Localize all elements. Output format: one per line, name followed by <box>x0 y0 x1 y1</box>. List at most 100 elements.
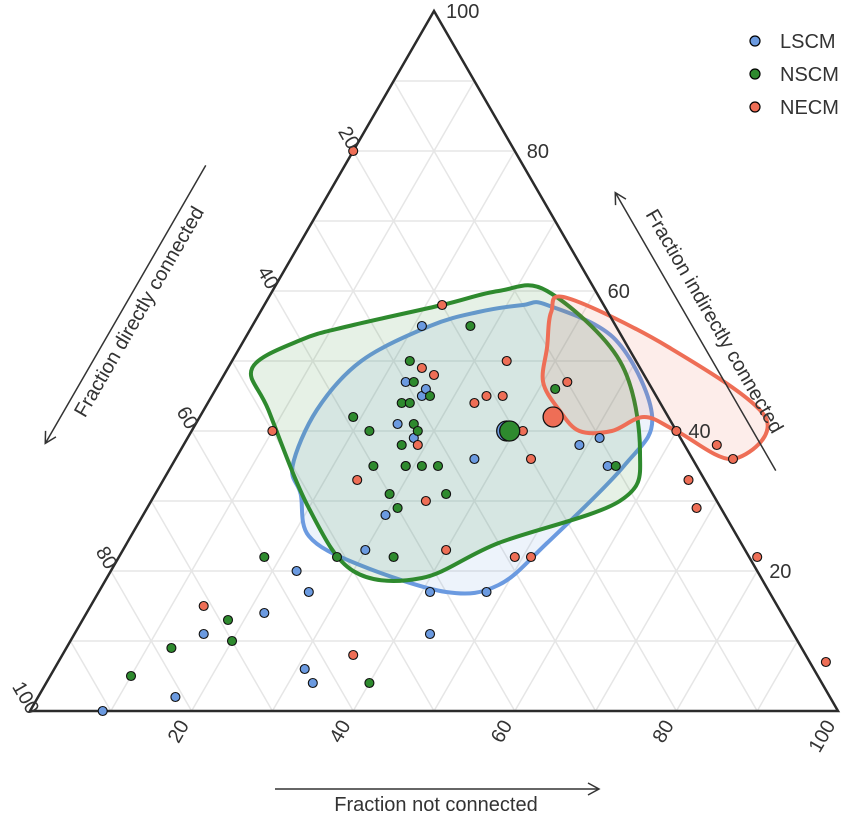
point-nscm <box>416 460 427 472</box>
point-nscm <box>368 460 379 472</box>
right-tick-label: 100 <box>446 1 479 23</box>
point-nscm <box>388 551 399 563</box>
grid-line <box>514 430 678 712</box>
mean-point-nscm <box>499 420 521 442</box>
grid-line <box>110 80 476 712</box>
point-necm <box>525 453 537 465</box>
bottom-tick-label: 100 <box>805 717 841 757</box>
point-necm <box>198 600 209 612</box>
left-tick-label: 80 <box>91 543 121 573</box>
mean-point-necm <box>542 406 564 428</box>
grid-line <box>392 80 758 712</box>
hull-necm <box>540 294 770 462</box>
left-tick-label: 60 <box>172 403 202 433</box>
point-necm <box>562 376 573 388</box>
grid-line <box>756 640 799 712</box>
legend: LSCM NSCM NECM <box>749 31 839 119</box>
point-lscm <box>299 663 310 675</box>
point-necm <box>820 656 831 668</box>
density-hulls <box>248 283 770 596</box>
left-axis-arrowhead <box>44 430 57 445</box>
right-axis-arrow <box>615 193 777 471</box>
legend-marker-nscm <box>749 68 761 80</box>
point-lscm <box>481 586 492 598</box>
point-nscm <box>396 439 407 451</box>
right-axis-ticks: 20 40 60 80 100 <box>446 1 791 583</box>
grid-line <box>110 570 193 712</box>
grid-line <box>433 360 637 712</box>
point-nscm <box>404 355 415 367</box>
point-necm <box>683 474 694 486</box>
left-tick-label: 40 <box>253 263 283 293</box>
right-tick-label: 40 <box>688 421 710 443</box>
point-lscm <box>303 586 314 598</box>
point-necm <box>416 362 427 374</box>
point-lscm <box>170 691 181 703</box>
point-nscm <box>424 390 436 402</box>
legend-marker-necm <box>749 101 761 113</box>
point-necm <box>469 397 480 409</box>
bottom-tick-label: 20 <box>164 717 194 747</box>
point-nscm <box>465 320 476 332</box>
point-necm <box>348 145 359 157</box>
right-tick-label: 20 <box>769 561 791 583</box>
legend-label-necm: NECM <box>780 97 839 119</box>
hull-nscm <box>248 283 643 583</box>
bottom-tick-label: 80 <box>649 717 679 747</box>
legend-label-nscm: NSCM <box>780 64 839 86</box>
legend-label-lscm: LSCM <box>780 31 836 53</box>
bottom-tick-label: 40 <box>325 717 355 747</box>
point-lscm <box>97 705 108 717</box>
point-necm <box>428 369 440 381</box>
point-lscm <box>380 509 391 521</box>
point-nscm <box>226 635 238 647</box>
point-nscm <box>166 642 177 654</box>
point-nscm <box>400 460 411 472</box>
point-lscm <box>291 565 302 577</box>
point-nscm <box>408 376 419 388</box>
point-necm <box>727 453 739 465</box>
bottom-axis-arrowhead <box>587 782 601 796</box>
point-lscm <box>469 453 480 465</box>
triangle-outline <box>27 8 841 713</box>
point-necm <box>711 439 722 451</box>
point-lscm <box>424 628 436 640</box>
point-necm <box>348 649 359 661</box>
point-necm <box>752 551 763 563</box>
point-lscm <box>259 607 270 619</box>
point-necm <box>441 544 452 556</box>
grid-line <box>271 220 556 712</box>
point-necm <box>509 551 520 563</box>
point-nscm <box>331 551 343 563</box>
point-necm <box>481 390 492 402</box>
point-necm <box>691 502 702 514</box>
legend-marker-lscm <box>749 35 761 47</box>
hull-lscm <box>290 300 655 596</box>
point-necm <box>420 495 431 507</box>
point-necm <box>267 425 278 437</box>
left-axis-label: Fraction directly connected <box>70 203 209 421</box>
data-points <box>97 145 831 717</box>
point-lscm <box>594 432 605 444</box>
point-lscm <box>424 586 436 598</box>
grid-line <box>594 500 718 712</box>
point-nscm <box>364 677 375 689</box>
bottom-tick-label: 60 <box>487 717 517 747</box>
grid-line <box>231 360 435 712</box>
point-nscm <box>384 488 395 500</box>
grid-line <box>312 220 597 712</box>
right-axis-arrowhead <box>614 191 627 206</box>
right-tick-label: 80 <box>527 141 549 163</box>
point-necm <box>497 390 508 402</box>
point-nscm <box>441 488 452 500</box>
left-axis-arrow <box>45 165 207 443</box>
grid-line <box>190 430 354 712</box>
point-nscm <box>392 502 403 514</box>
point-nscm <box>348 411 359 423</box>
point-necm <box>412 439 423 451</box>
point-nscm <box>432 460 444 472</box>
point-nscm <box>364 425 375 437</box>
point-nscm <box>610 460 621 472</box>
point-nscm <box>404 397 415 409</box>
